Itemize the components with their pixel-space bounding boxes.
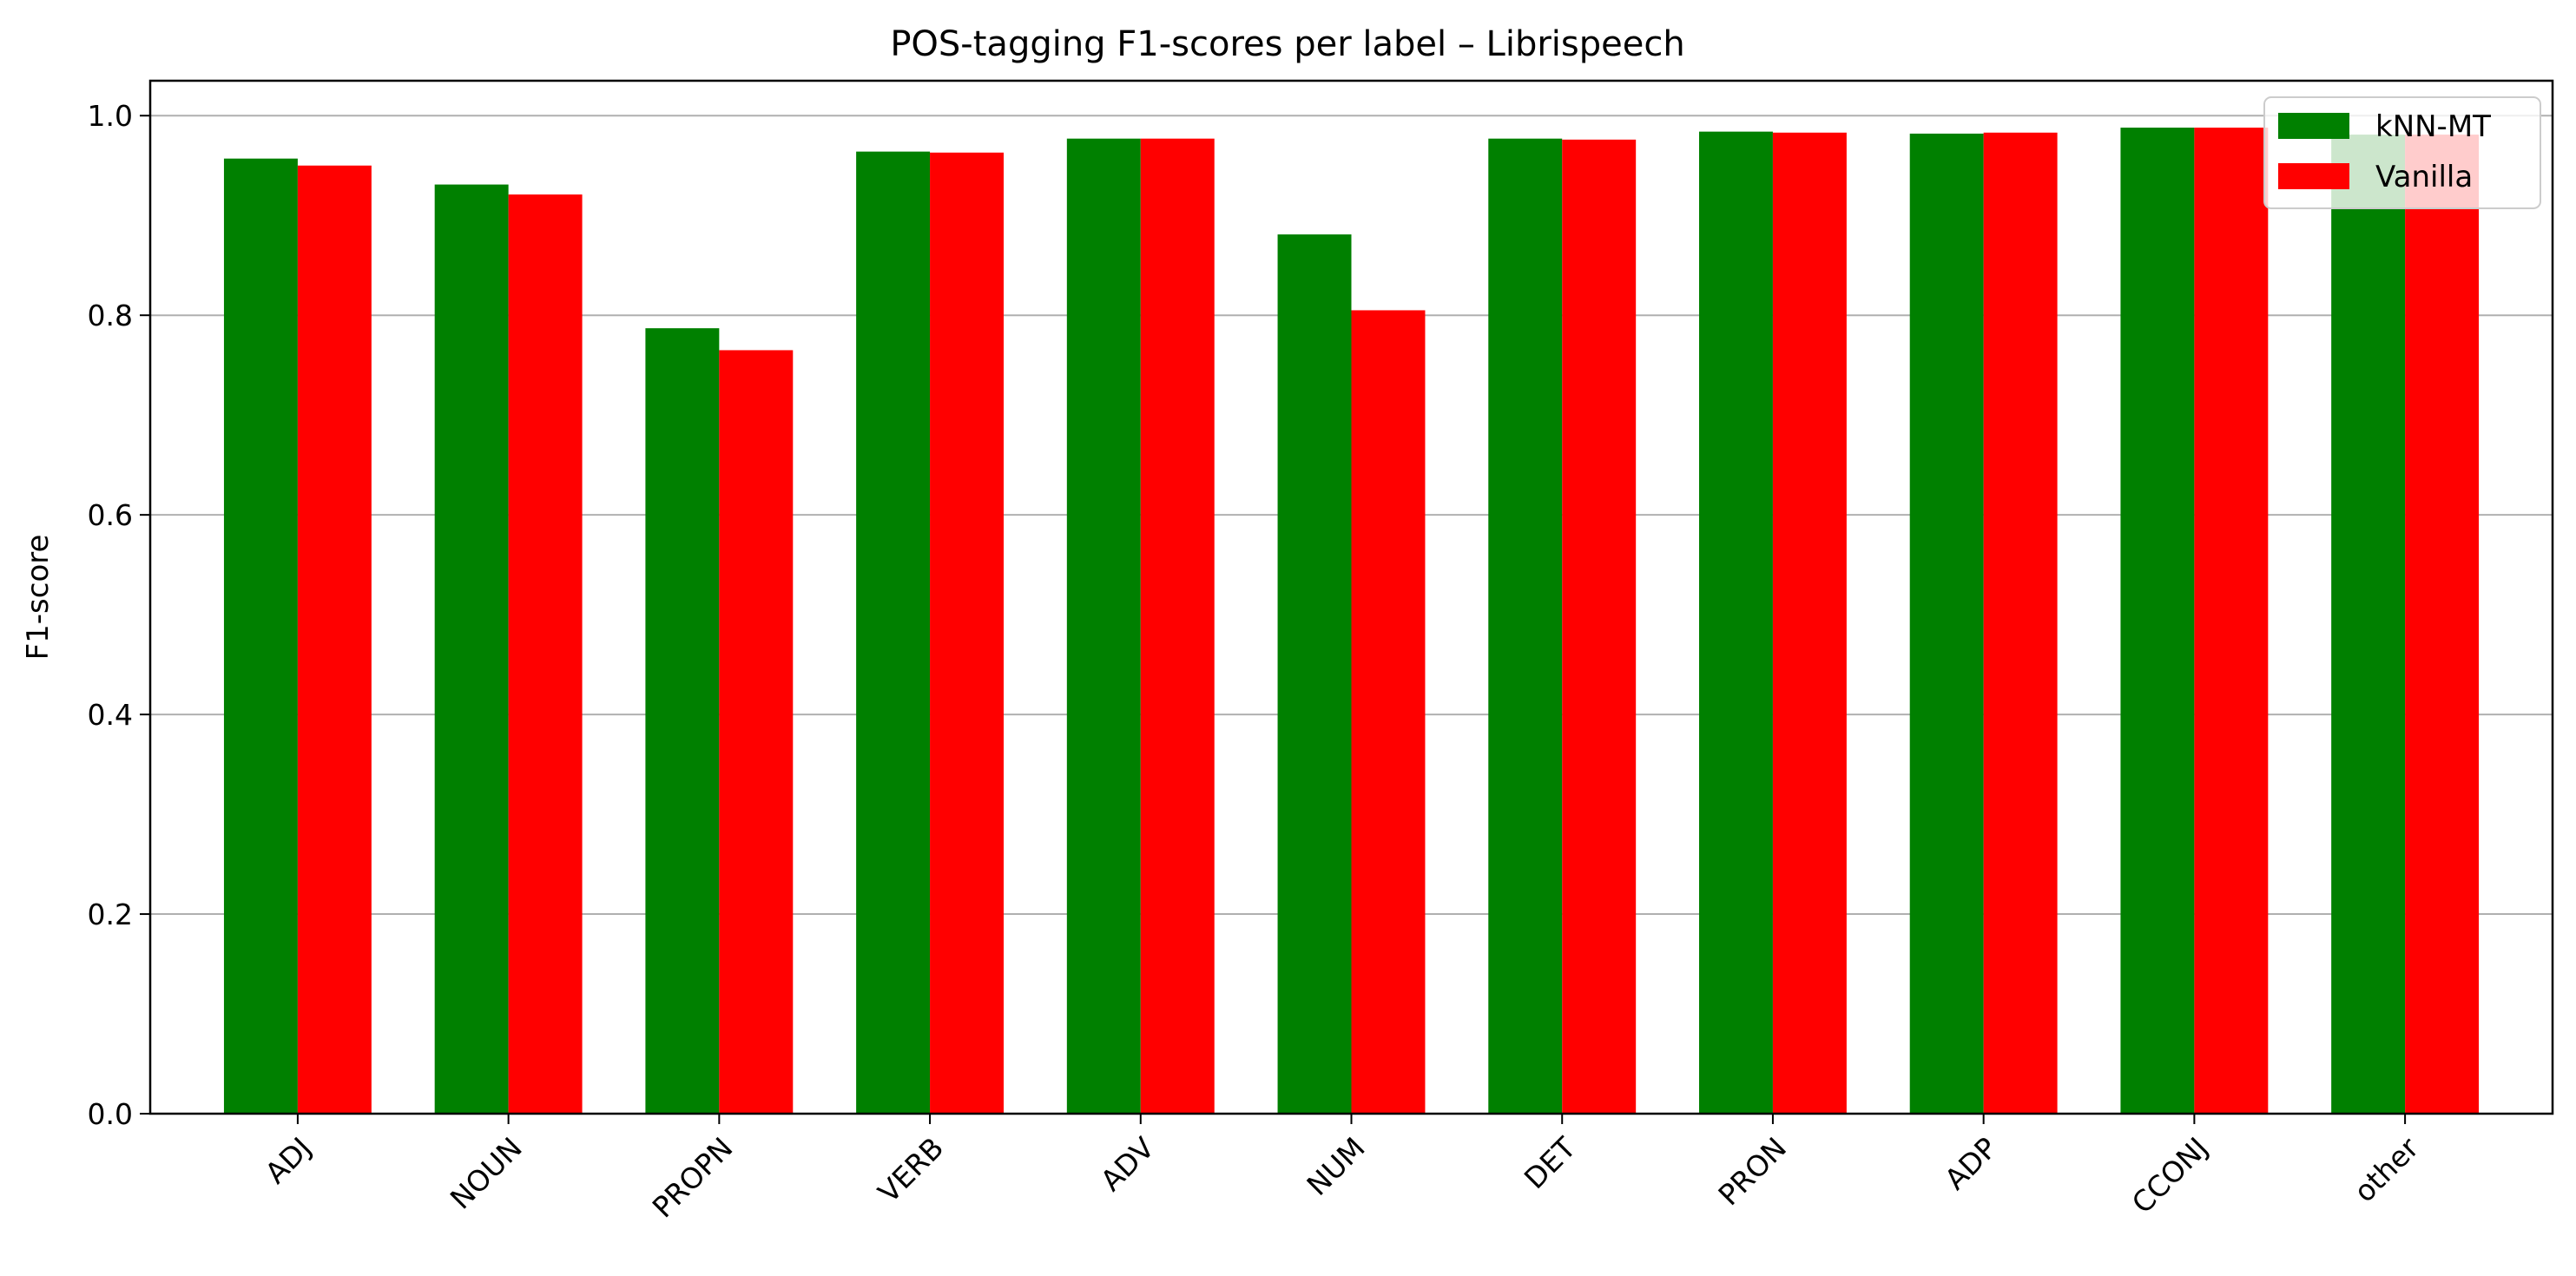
legend-label: kNN-MT xyxy=(2375,109,2491,144)
bar-kNN-MT-DET xyxy=(1488,138,1563,1114)
y-tick-label: 0.4 xyxy=(88,698,133,732)
x-tick-label: ADP xyxy=(1938,1131,2004,1197)
bar-Vanilla-other xyxy=(2405,135,2480,1115)
x-tick-label: PRON xyxy=(1711,1131,1793,1213)
legend: kNN-MT Vanilla xyxy=(2263,96,2541,209)
x-tick-label: NOUN xyxy=(444,1131,529,1216)
x-tick-label: VERB xyxy=(872,1131,951,1210)
y-axis-label: F1-score xyxy=(21,535,56,661)
bar-Vanilla-VERB xyxy=(930,152,1005,1115)
bar-kNN-MT-CCONJ xyxy=(2120,128,2195,1114)
legend-swatch-kNN-MT xyxy=(2278,113,2349,139)
bar-kNN-MT-NOUN xyxy=(434,184,509,1115)
x-tick-label: CCONJ xyxy=(2125,1131,2215,1220)
bar-Vanilla-DET xyxy=(1562,139,1637,1115)
bars xyxy=(223,128,2480,1115)
bar-Vanilla-NOUN xyxy=(508,194,583,1114)
bar-Vanilla-NUM xyxy=(1351,310,1426,1114)
bar-Vanilla-ADJ xyxy=(297,165,372,1114)
x-tick-label: PROPN xyxy=(646,1131,740,1225)
bar-kNN-MT-NUM xyxy=(1277,234,1352,1114)
x-tick-label: DET xyxy=(1518,1130,1583,1195)
bar-Vanilla-CCONJ xyxy=(2194,128,2269,1114)
y-tick-label: 1.0 xyxy=(88,99,133,133)
y-tick-label: 0.0 xyxy=(88,1097,133,1131)
bar-kNN-MT-VERB xyxy=(856,151,931,1115)
bar-Vanilla-PROPN xyxy=(719,350,794,1114)
x-axis-ticks: ADJ NOUN PROPN VERB ADV NUM DET PRON ADP CCONJ oth… xyxy=(259,1114,2426,1224)
y-tick-label: 0.2 xyxy=(88,898,133,931)
bar-kNN-MT-ADP xyxy=(1909,133,1984,1114)
legend-swatch-Vanilla xyxy=(2278,163,2349,189)
bar-Vanilla-PRON xyxy=(1772,132,1847,1114)
y-tick-label: 0.6 xyxy=(88,498,133,532)
x-tick-label: ADV xyxy=(1094,1130,1161,1197)
x-tick-label: other xyxy=(2348,1130,2426,1208)
bar-Vanilla-ADV xyxy=(1140,138,1215,1114)
bar-kNN-MT-other xyxy=(2331,135,2406,1115)
y-tick-label: 0.8 xyxy=(88,299,133,332)
bar-kNN-MT-PRON xyxy=(1698,131,1773,1114)
x-tick-label: ADJ xyxy=(259,1131,318,1190)
y-axis-ticks: 0.0 0.2 0.4 0.6 0.8 1.0 xyxy=(88,99,150,1131)
legend-label: Vanilla xyxy=(2375,160,2473,194)
bar-kNN-MT-ADV xyxy=(1066,138,1141,1114)
x-tick-label: NUM xyxy=(1300,1131,1371,1202)
bar-kNN-MT-PROPN xyxy=(645,328,720,1114)
bar-kNN-MT-ADJ xyxy=(223,158,298,1114)
chart-title: POS-tagging F1-scores per label – Libris… xyxy=(890,24,1684,64)
bar-Vanilla-ADP xyxy=(1983,132,2058,1114)
